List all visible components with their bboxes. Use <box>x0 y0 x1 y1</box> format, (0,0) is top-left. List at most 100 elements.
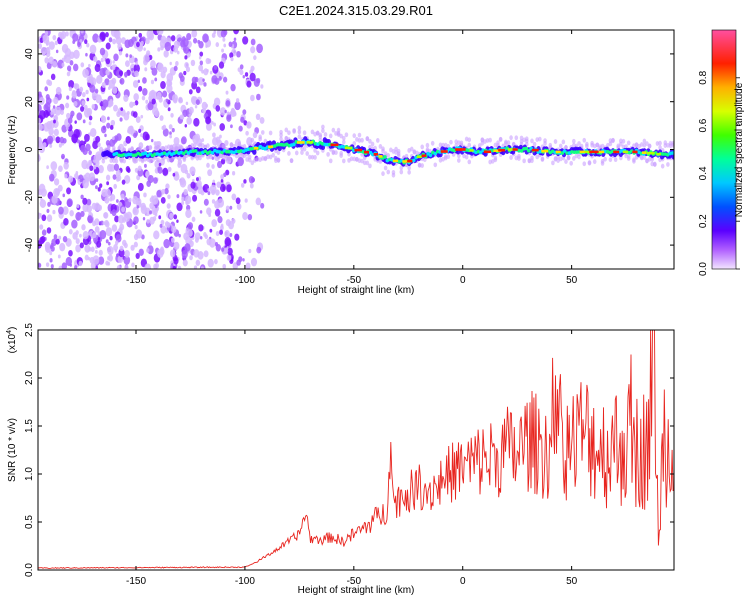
spectrogram-halo-mark <box>663 143 668 148</box>
spectrogram-peak-mark <box>483 150 492 154</box>
spectrogram-noise-mark <box>222 186 226 191</box>
spectrogram-noise-mark <box>113 163 120 171</box>
spectrogram-noise-mark <box>39 199 47 208</box>
spectrogram-noise-mark <box>233 111 237 117</box>
spectrogram-halo-mark <box>300 150 304 155</box>
spectrogram-noise-mark <box>124 39 131 49</box>
spectrogram-halo-mark <box>321 128 325 134</box>
spectrogram-noise-mark <box>41 229 47 236</box>
figure-title: C2E1.2024.315.03.29.R01 <box>279 3 433 18</box>
spectrogram-noise-mark <box>202 107 207 114</box>
spectrogram-noise-mark <box>189 166 196 175</box>
spectrogram-halo-mark <box>266 154 270 160</box>
spectrogram-noise-mark <box>214 242 219 247</box>
spectrogram-noise-mark <box>246 121 252 129</box>
spectrogram-noise-mark <box>188 106 194 114</box>
spectrogram-noise-mark <box>170 112 174 118</box>
spectrogram-noise-mark <box>219 107 227 116</box>
spectrogram-halo-mark <box>524 138 529 144</box>
spectrogram-noise-mark <box>248 176 255 184</box>
spectrogram-noise-mark <box>227 247 233 256</box>
spectrogram-noise-mark <box>183 188 188 196</box>
spectrogram-noise-mark <box>175 60 179 66</box>
spectrogram-halo-mark <box>509 135 513 141</box>
spectrogram-peak-mark <box>344 146 352 150</box>
colorbar-tick-label: 0.6 <box>698 118 709 132</box>
spectrogram-noise-mark <box>242 258 245 262</box>
spectrogram-noise-mark <box>95 135 101 143</box>
spectrogram-core-mark <box>519 149 524 153</box>
spectrogram-noise-mark <box>91 105 95 110</box>
spectrogram-noise-mark <box>38 183 46 193</box>
spectrogram-halo-mark <box>493 157 498 163</box>
spectrogram-y-tick-label: 20 <box>24 96 35 108</box>
spectrogram-noise-mark <box>186 172 191 179</box>
spectrogram-noise-mark <box>188 113 192 118</box>
spectrogram-noise-mark <box>105 174 111 181</box>
spectrogram-core-mark <box>193 149 198 153</box>
spectrogram-noise-mark <box>160 219 165 226</box>
spectrogram-noise-mark <box>154 110 160 118</box>
spectrogram-noise-mark <box>173 46 179 53</box>
spectrogram-noise-mark <box>66 187 72 195</box>
spectrogram-noise-mark <box>151 98 156 105</box>
spectrogram-band-mark <box>252 148 257 155</box>
spectrogram-core-mark <box>368 150 373 155</box>
spectrogram-noise-mark <box>124 264 129 269</box>
spectrogram-noise-mark <box>104 188 112 198</box>
spectrogram-halo-mark <box>190 143 195 148</box>
spectrogram-noise-mark <box>229 233 233 238</box>
spectrogram-halo-mark <box>284 127 289 133</box>
spectrogram-noise-mark <box>55 238 60 245</box>
spectrogram-peak-mark <box>598 150 605 154</box>
spectrogram-noise-mark <box>232 171 236 176</box>
spectrogram-halo-mark <box>279 136 283 142</box>
spectrogram-noise-mark <box>216 160 223 169</box>
spectrogram-halo-mark <box>660 163 665 169</box>
spectrogram-noise-mark <box>73 49 80 59</box>
spectrogram-peak-mark <box>421 154 427 158</box>
spectrogram-noise-mark <box>211 199 216 204</box>
spectrogram-y-tick-label: -40 <box>24 237 35 252</box>
spectrogram-peak-mark <box>455 148 463 151</box>
spectrogram-noise-mark <box>215 231 220 237</box>
spectrogram-noise-mark <box>157 47 161 52</box>
spectrogram-noise-mark <box>88 172 96 182</box>
spectrogram-noise-mark <box>80 30 84 34</box>
spectrogram-noise-mark <box>199 51 204 57</box>
spectrogram-noise-mark <box>113 104 118 112</box>
spectrogram-halo-mark <box>297 129 302 135</box>
spectrogram-band-mark <box>671 153 674 160</box>
spectrogram-noise-mark <box>106 181 110 186</box>
spectrogram-halo-mark <box>315 130 320 136</box>
spectrogram-noise-mark <box>160 196 166 204</box>
spectrogram-noise-mark <box>159 115 164 121</box>
spectrogram-noise-mark <box>188 89 193 95</box>
spectrogram-noise-mark <box>109 196 113 202</box>
spectrogram-noise-mark <box>65 102 70 109</box>
spectrogram-noise-mark <box>195 86 201 94</box>
spectrogram-noise-mark <box>179 178 187 188</box>
spectrogram-noise-mark <box>94 226 100 233</box>
spectrogram-noise-mark <box>221 247 225 252</box>
spectrogram-noise-mark <box>226 254 232 262</box>
spectrogram-noise-mark <box>214 259 218 265</box>
spectrogram-noise-mark <box>92 140 99 150</box>
colorbar-gradient <box>711 29 737 270</box>
spectrogram-noise-mark <box>153 263 158 269</box>
spectrogram-noise-mark <box>67 117 73 124</box>
spectrogram-halo-mark <box>671 140 674 146</box>
spectrogram-noise-mark <box>211 219 218 228</box>
spectrogram-noise-mark <box>81 159 89 170</box>
spectrogram-noise-mark <box>234 101 241 111</box>
snr-x-tick-label: 0 <box>460 576 466 587</box>
spectrogram-band-mark <box>267 140 273 147</box>
spectrogram-noise-mark <box>193 37 198 44</box>
snr-x-tick-label: -100 <box>235 576 255 587</box>
spectrogram-halo-mark <box>166 157 171 163</box>
spectrogram-band-mark <box>277 145 282 152</box>
spectrogram-halo-mark <box>564 145 568 150</box>
spectrogram-noise-mark <box>163 238 171 249</box>
spectrogram-noise-mark <box>54 40 58 46</box>
spectrogram-halo-mark <box>420 144 425 150</box>
